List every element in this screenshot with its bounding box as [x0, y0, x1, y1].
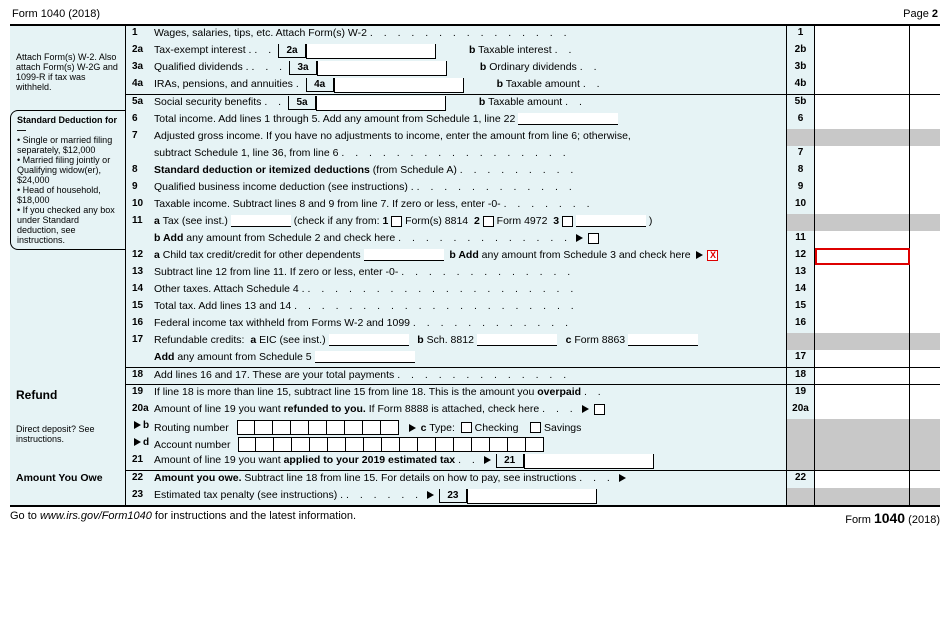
std-deduction-box: Standard Deduction for— • Single or marr…	[10, 110, 125, 250]
form-title: Form 1040 (2018)	[12, 8, 100, 20]
footer-left: Go to www.irs.gov/Form1040 for instructi…	[10, 510, 356, 526]
page-num: Page 2	[903, 8, 938, 20]
chk-sch2[interactable]	[588, 233, 599, 244]
chk-8888[interactable]	[594, 404, 605, 415]
val-12[interactable]	[815, 248, 910, 265]
f-4a[interactable]	[334, 78, 464, 93]
f-21[interactable]	[524, 454, 654, 469]
f-5a[interactable]	[316, 96, 446, 111]
chk-3[interactable]	[562, 216, 573, 227]
chk-savings[interactable]	[530, 422, 541, 433]
ln-1: 1	[126, 26, 154, 43]
attach-note: Attach Form(s) W-2. Also attach Form(s) …	[10, 48, 125, 96]
dd-note: Direct deposit? See instructions.	[10, 420, 125, 448]
routing-number[interactable]	[237, 420, 399, 435]
f-3a[interactable]	[317, 61, 447, 76]
footer-right: Form 1040 (2018)	[845, 510, 940, 526]
account-number[interactable]	[238, 437, 544, 452]
chk-4972[interactable]	[483, 216, 494, 227]
f-2a[interactable]	[306, 44, 436, 59]
chk-checking[interactable]	[461, 422, 472, 433]
chk-sch3[interactable]: X	[707, 250, 718, 261]
refund-label: Refund	[16, 388, 57, 402]
chk-8814[interactable]	[391, 216, 402, 227]
owe-label: Amount You Owe	[16, 472, 103, 484]
f-23[interactable]	[467, 489, 597, 504]
